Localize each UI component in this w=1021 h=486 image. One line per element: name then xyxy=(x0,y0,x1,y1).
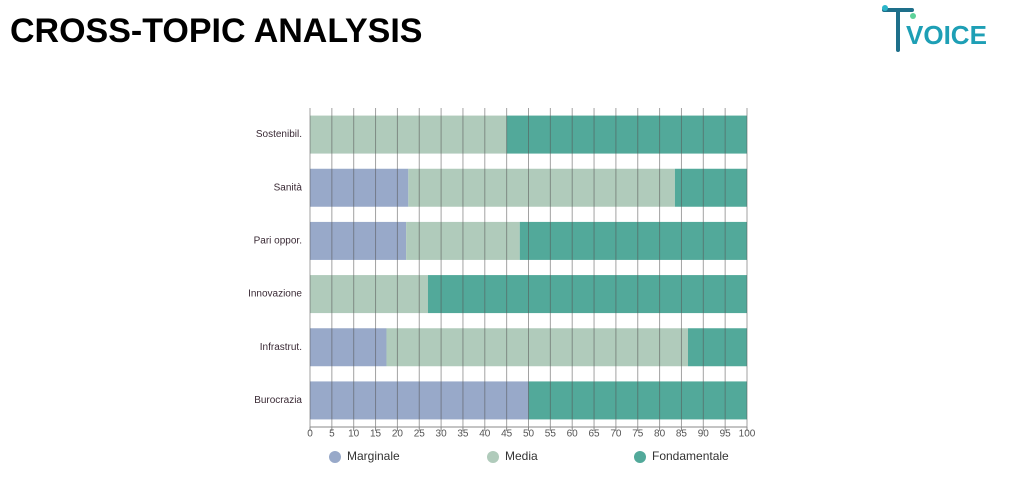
x-tick-label: 60 xyxy=(567,429,579,440)
bar-segment xyxy=(688,328,747,367)
bar-segment xyxy=(427,275,747,314)
logo-dot xyxy=(910,13,916,19)
bar-segment xyxy=(408,168,675,207)
page-title: CROSS-TOPIC ANALYSIS xyxy=(10,12,422,50)
y-tick-label: Infrastrut. xyxy=(260,342,302,353)
x-tick-label: 40 xyxy=(479,429,491,440)
bar-segment xyxy=(386,328,689,367)
logo-mark xyxy=(882,8,914,52)
y-tick-label: Sanità xyxy=(274,182,303,193)
x-tick-label: 35 xyxy=(457,429,469,440)
y-tick-label: Innovazione xyxy=(248,289,302,300)
bar-segment xyxy=(310,275,428,314)
legend-swatch xyxy=(487,451,499,463)
y-tick-label: Pari oppor. xyxy=(254,236,302,247)
x-tick-label: 5 xyxy=(329,429,335,440)
x-tick-label: 15 xyxy=(370,429,382,440)
bar-segment xyxy=(310,328,387,367)
bar-segment xyxy=(310,168,409,207)
x-tick-label: 85 xyxy=(676,429,688,440)
x-tick-label: 10 xyxy=(348,429,360,440)
bar-segment xyxy=(674,168,747,207)
legend-label: Marginale xyxy=(347,449,400,463)
x-tick-label: 100 xyxy=(739,429,756,440)
x-tick-label: 95 xyxy=(720,429,732,440)
x-tick-label: 75 xyxy=(632,429,644,440)
x-tick-label: 45 xyxy=(501,429,513,440)
logo-dot xyxy=(882,5,888,11)
x-tick-label: 80 xyxy=(654,429,666,440)
x-tick-label: 55 xyxy=(545,429,557,440)
legend-swatch xyxy=(329,451,341,463)
logo-text: VOICE xyxy=(906,20,987,50)
y-tick-label: Burocrazia xyxy=(254,395,302,406)
bar-segment xyxy=(310,221,407,260)
bar-segment xyxy=(310,115,507,154)
legend-swatch xyxy=(634,451,646,463)
x-tick-label: 65 xyxy=(588,429,600,440)
x-tick-label: 25 xyxy=(414,429,426,440)
y-tick-label: Sostenibil. xyxy=(256,129,302,140)
legend-label: Media xyxy=(505,449,538,463)
x-tick-label: 20 xyxy=(392,429,404,440)
logo: VOICE xyxy=(882,5,987,52)
x-tick-label: 90 xyxy=(698,429,710,440)
legend-label: Fondamentale xyxy=(652,449,729,463)
bar-segment xyxy=(506,115,747,154)
x-tick-label: 0 xyxy=(307,429,313,440)
bar-segment xyxy=(519,221,747,260)
x-tick-label: 50 xyxy=(523,429,535,440)
x-tick-label: 70 xyxy=(610,429,622,440)
x-tick-label: 30 xyxy=(436,429,448,440)
